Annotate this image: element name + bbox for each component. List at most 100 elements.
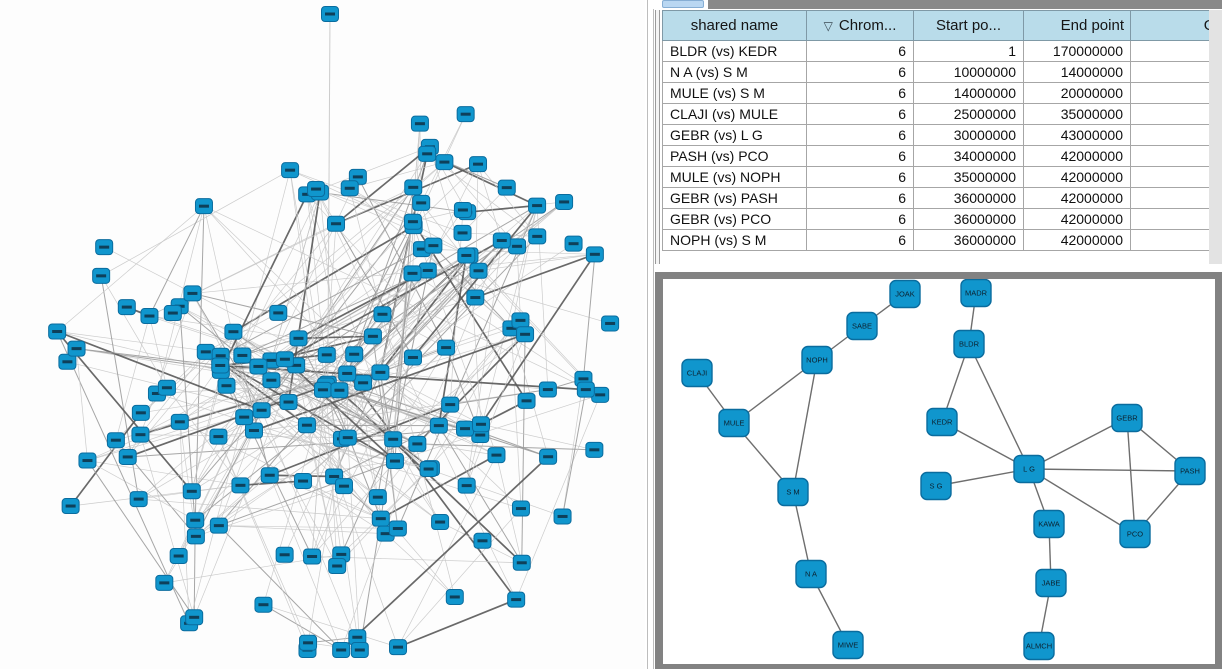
cell-shared-name[interactable]: N A (vs) S M — [662, 61, 807, 83]
cell-value[interactable]: 42000000 — [1023, 208, 1131, 230]
cell-shared-name[interactable]: PASH (vs) PCO — [662, 145, 807, 167]
overview-node[interactable] — [412, 194, 431, 211]
cell-value[interactable]: 170000000 — [1023, 40, 1131, 62]
overview-node[interactable] — [511, 312, 530, 329]
network-node-mule[interactable]: MULE — [718, 408, 750, 438]
overview-node[interactable] — [553, 508, 572, 525]
overview-node[interactable] — [244, 422, 263, 439]
overview-node[interactable] — [209, 517, 228, 534]
network-node-almch[interactable]: ALMCH — [1023, 631, 1055, 661]
overview-node[interactable] — [453, 224, 472, 241]
cell-value[interactable]: 6 — [806, 187, 914, 209]
overview-node[interactable] — [403, 265, 422, 282]
overview-node[interactable] — [209, 428, 228, 445]
overview-node[interactable] — [497, 179, 516, 196]
cell-value[interactable]: 6.6 — [1130, 61, 1222, 83]
overview-node[interactable] — [254, 596, 273, 613]
overview-node[interactable] — [469, 156, 488, 173]
overview-node[interactable] — [217, 377, 236, 394]
overview-node[interactable] — [307, 181, 326, 198]
overview-node[interactable] — [429, 417, 448, 434]
overview-node[interactable] — [389, 639, 408, 656]
cell-shared-name[interactable]: NOPH (vs) S M — [662, 229, 807, 251]
cell-shared-name[interactable]: CLAJI (vs) MULE — [662, 103, 807, 125]
overview-node[interactable] — [437, 339, 456, 356]
table-row[interactable]: GEBR (vs) PASH636000000420000008.9 — [662, 187, 1222, 209]
overview-node[interactable] — [418, 145, 437, 162]
table-row[interactable]: MULE (vs) NOPH6350000004200000010.5 — [662, 166, 1222, 188]
network-node-noph[interactable]: NOPH — [801, 345, 833, 375]
overview-node[interactable] — [512, 554, 531, 571]
overview-node[interactable] — [163, 305, 182, 322]
column-header-end-point[interactable]: End point — [1023, 10, 1131, 41]
cell-value[interactable]: 14000000 — [913, 82, 1024, 104]
overview-node[interactable] — [279, 394, 298, 411]
overview-node[interactable] — [313, 381, 332, 398]
table-row[interactable]: BLDR (vs) KEDR61170000000192.0 — [662, 40, 1222, 62]
overview-node[interactable] — [334, 478, 353, 495]
overview-node[interactable] — [371, 510, 390, 527]
overview-node[interactable] — [338, 365, 357, 382]
overview-node[interactable] — [299, 634, 318, 651]
overview-node[interactable] — [321, 6, 339, 22]
overview-node[interactable] — [140, 308, 159, 325]
overview-node[interactable] — [371, 364, 390, 381]
cell-value[interactable]: 25000000 — [913, 103, 1024, 125]
network-node-s-g[interactable]: S G — [920, 471, 952, 501]
overview-node[interactable] — [403, 349, 422, 366]
panel-splitter[interactable] — [647, 0, 654, 669]
network-node-madr[interactable]: MADR — [960, 279, 992, 308]
table-row[interactable]: MULE (vs) S M614000000200000007.5 — [662, 82, 1222, 104]
column-header-chrom[interactable]: ▽ Chrom... — [806, 10, 914, 41]
overview-node[interactable] — [471, 416, 490, 433]
filter-icon[interactable]: ▽ — [823, 19, 833, 33]
cell-value[interactable]: 20000000 — [1023, 82, 1131, 104]
overview-node[interactable] — [350, 642, 369, 658]
overview-node[interactable] — [317, 346, 336, 363]
overview-node[interactable] — [445, 588, 464, 605]
overview-node[interactable] — [231, 477, 250, 494]
overview-node[interactable] — [538, 381, 557, 398]
overview-node[interactable] — [404, 179, 423, 196]
overview-node[interactable] — [441, 396, 460, 413]
overview-node[interactable] — [303, 548, 322, 565]
overview-node[interactable] — [169, 548, 188, 565]
overview-node[interactable] — [539, 448, 558, 465]
overview-node[interactable] — [170, 413, 189, 430]
column-header-start-po[interactable]: Start po... — [913, 10, 1024, 41]
overview-node[interactable] — [211, 357, 230, 374]
cell-value[interactable]: 10.5 — [1130, 166, 1222, 188]
table-row[interactable]: NOPH (vs) S M636000000420000009.9 — [662, 229, 1222, 251]
cell-value[interactable]: 42000000 — [1023, 145, 1131, 167]
overview-node[interactable] — [155, 574, 174, 591]
overview-node[interactable] — [517, 392, 536, 409]
overview-node[interactable] — [252, 402, 271, 419]
cell-value[interactable]: 6 — [806, 61, 914, 83]
overview-node[interactable] — [58, 353, 77, 370]
overview-node[interactable] — [117, 299, 136, 316]
cell-value[interactable]: 6 — [806, 229, 914, 251]
overview-node[interactable] — [453, 201, 472, 218]
overview-node[interactable] — [418, 262, 437, 279]
overview-node[interactable] — [78, 452, 97, 469]
network-node-joak[interactable]: JOAK — [889, 279, 921, 309]
overview-node[interactable] — [95, 239, 114, 256]
overview-node[interactable] — [345, 346, 364, 363]
overview-node[interactable] — [348, 629, 367, 646]
overview-network-canvas[interactable] — [0, 0, 645, 669]
network-node-pash[interactable]: PASH — [1174, 456, 1206, 486]
table-row[interactable]: GEBR (vs) PCO636000000420000008.4 — [662, 208, 1222, 230]
overview-node[interactable] — [469, 262, 488, 279]
overview-node[interactable] — [186, 512, 205, 529]
network-node-miwe[interactable]: MIWE — [832, 630, 864, 660]
cell-value[interactable]: 6 — [806, 166, 914, 188]
overview-node[interactable] — [585, 246, 604, 263]
network-node-s-m[interactable]: S M — [777, 477, 809, 507]
overview-node[interactable] — [473, 532, 492, 549]
overview-node[interactable] — [403, 213, 422, 230]
cell-value[interactable]: 35000000 — [1023, 103, 1131, 125]
overview-node[interactable] — [157, 379, 176, 396]
overview-node[interactable] — [131, 426, 150, 443]
overview-node[interactable] — [363, 328, 382, 345]
overview-node[interactable] — [354, 374, 373, 391]
